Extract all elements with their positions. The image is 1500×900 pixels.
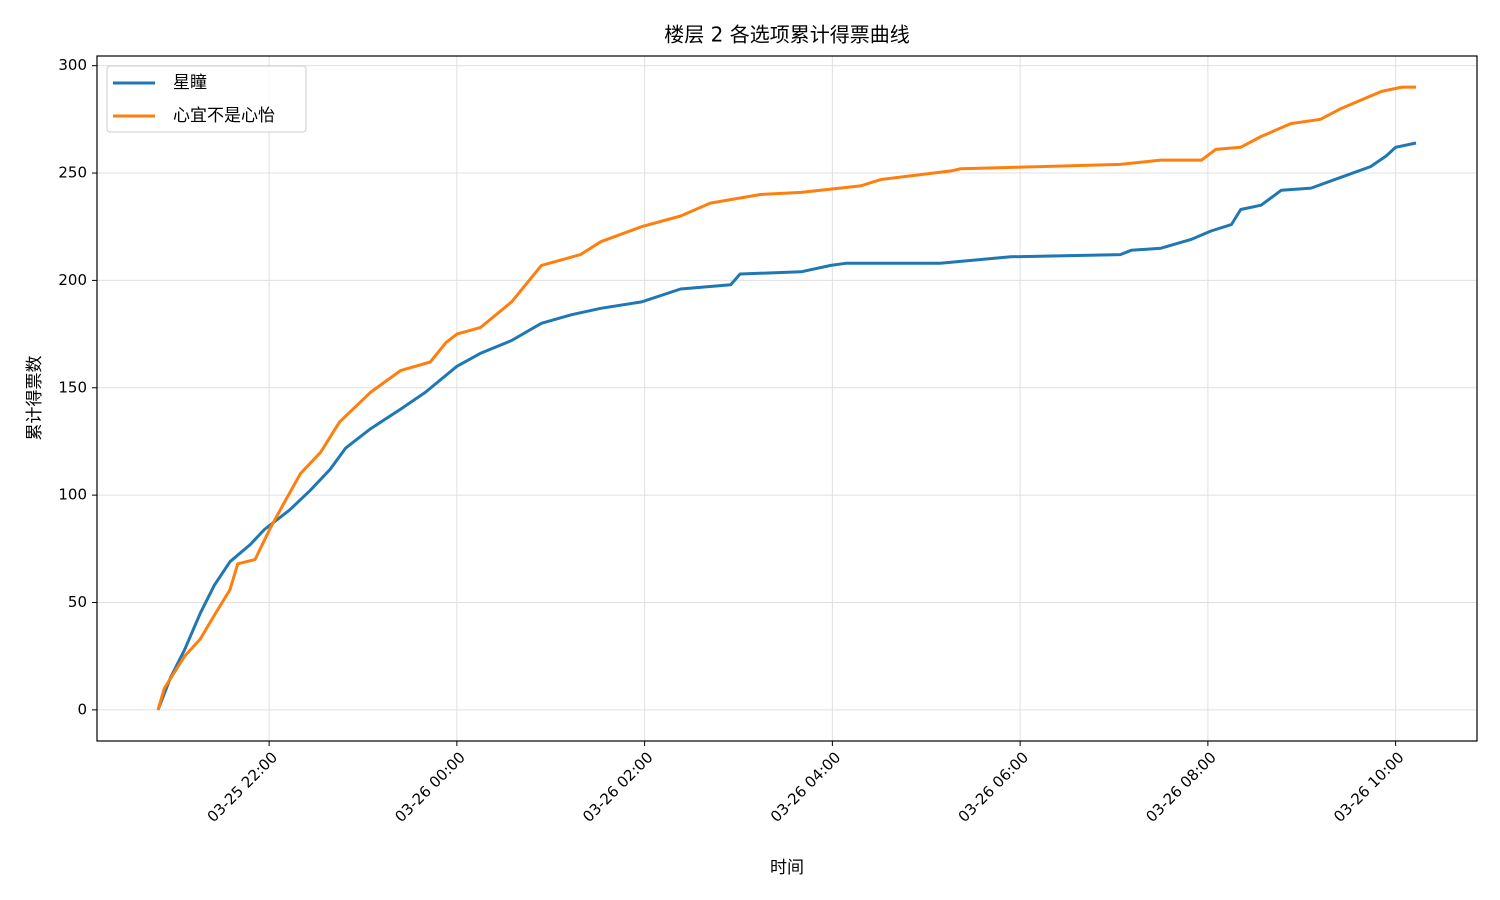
legend-label: 心宜不是心怡 xyxy=(173,106,275,126)
y-tick-label: 100 xyxy=(58,486,87,504)
y-tick-label: 300 xyxy=(58,56,87,74)
y-tick-label: 200 xyxy=(58,271,87,289)
plot-frame xyxy=(96,55,1478,742)
legend-label: 星瞳 xyxy=(173,73,207,93)
series-line xyxy=(156,85,1416,711)
y-tick-label: 50 xyxy=(68,593,87,611)
x-axis-label: 时间 xyxy=(770,858,804,878)
y-tick-label: 150 xyxy=(58,378,87,396)
y-axis-label: 累计得票数 xyxy=(25,356,45,441)
legend-box xyxy=(106,65,307,133)
y-tick-label: 250 xyxy=(58,164,87,182)
chart-title: 楼层 2 各选项累计得票曲线 xyxy=(664,23,909,47)
y-tick-label: 0 xyxy=(77,700,87,718)
